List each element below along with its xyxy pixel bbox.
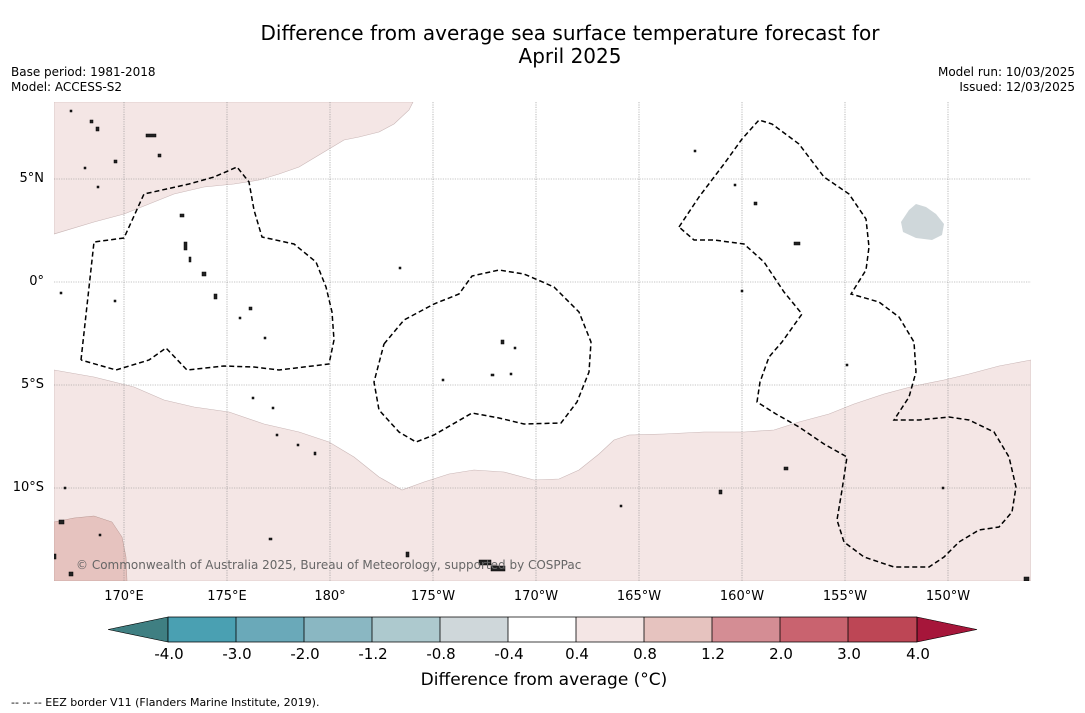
- model-run: Model run: 10/03/2025: [937, 65, 1075, 79]
- colorbar-bin-4: [372, 617, 440, 642]
- colorbar: [108, 616, 978, 643]
- colorbar-bin-3: [304, 617, 372, 642]
- colorbar-tick: -0.4: [494, 645, 524, 663]
- lon-label-175w: 175°W: [410, 589, 456, 604]
- copyright-notice: © Commonwealth of Australia 2025, Bureau…: [76, 558, 582, 572]
- colorbar-bin-11: [848, 617, 917, 642]
- colorbar-tick: 0.8: [633, 645, 657, 663]
- base-period: Base period: 1981-2018: [11, 65, 156, 79]
- colorbar-bin-8: [644, 617, 712, 642]
- colorbar-label: Difference from average (°C): [420, 670, 668, 690]
- title-line-1: Difference from average sea surface temp…: [260, 21, 880, 45]
- colorbar-tick: -4.0: [154, 645, 184, 663]
- colorbar-tick: -3.0: [222, 645, 252, 663]
- colorbar-tick: 2.0: [769, 645, 793, 663]
- lon-label-160w: 160°W: [719, 589, 765, 604]
- colorbar-bin-9: [712, 617, 780, 642]
- graticule: [54, 102, 1031, 581]
- colorbar-arrow-low: [108, 616, 169, 643]
- colorbar-tick: -2.0: [290, 645, 320, 663]
- lat-label-5n: 5°N: [19, 171, 45, 186]
- meta-left: Base period: 1981-2018 Model: ACCESS-S2: [11, 65, 156, 95]
- anomaly-region-south: [54, 359, 1031, 581]
- anomaly-region-cool: [901, 204, 944, 240]
- lon-label-180: 180°: [314, 589, 346, 604]
- colorbar-bin-10: [780, 617, 848, 642]
- meta-right: Model run: 10/03/2025 Issued: 12/03/2025: [938, 65, 1075, 95]
- map-canvas: [54, 102, 1031, 581]
- eez-footnote: -- -- -- EEZ border V11 (Flanders Marine…: [11, 696, 320, 709]
- colorbar-bin-6: [508, 617, 576, 642]
- colorbar-bin-5: [440, 617, 508, 642]
- colorbar-bin-7: [576, 617, 644, 642]
- colorbar-tick: -0.8: [426, 645, 456, 663]
- issued-date: Issued: 12/03/2025: [959, 80, 1075, 94]
- lon-label-175e: 175°E: [207, 589, 247, 604]
- lon-label-150w: 150°W: [925, 589, 971, 604]
- colorbar-bin-2: [236, 617, 304, 642]
- colorbar-tick: -1.2: [358, 645, 388, 663]
- model-name: Model: ACCESS-S2: [11, 80, 123, 94]
- colorbar-tick: 3.0: [837, 645, 861, 663]
- title-line-2: April 2025: [518, 44, 622, 68]
- colorbar-tick: 1.2: [701, 645, 725, 663]
- islands: [54, 109, 1030, 581]
- lon-label-170e: 170°E: [104, 589, 144, 604]
- lon-label-165w: 165°W: [616, 589, 662, 604]
- eez-borders: [80, 119, 1017, 568]
- map-title: Difference from average sea surface temp…: [0, 22, 1085, 68]
- lat-label-5s: 5°S: [20, 377, 44, 392]
- lon-label-155w: 155°W: [822, 589, 868, 604]
- colorbar-tick: 0.4: [565, 645, 589, 663]
- colorbar-bin-1: [168, 617, 236, 642]
- lat-label-0: 0°: [29, 274, 44, 289]
- anomaly-region-strong-warm: [54, 515, 128, 581]
- colorbar-arrow-high: [916, 616, 978, 643]
- map-panel[interactable]: [54, 102, 1031, 581]
- colorbar-tick: 4.0: [906, 645, 930, 663]
- lon-label-170w: 170°W: [513, 589, 559, 604]
- lat-label-10s: 10°S: [12, 480, 44, 495]
- colorbar-frame: [167, 616, 918, 643]
